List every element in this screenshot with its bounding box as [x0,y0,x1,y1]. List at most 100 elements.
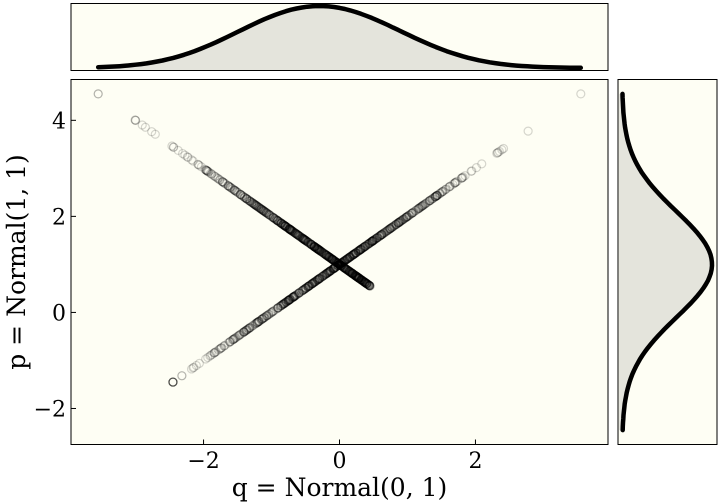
scatter-point [328,264,339,274]
scatter-point [351,248,361,258]
scatter-point [318,248,328,258]
scatter-point [239,327,249,337]
scatter-point [334,259,345,269]
scatter-point [395,216,405,227]
scatter-point [261,207,271,217]
scatter-point [219,341,229,351]
scatter-point [283,296,293,306]
scatter-point [357,243,367,254]
scatter-point [251,318,262,328]
scatter-point [250,319,260,329]
scatter-point [335,259,345,269]
scatter-point [308,241,319,251]
scatter-point [268,212,278,223]
scatter-point [253,317,263,327]
scatter-point [343,265,353,276]
scatter-point [284,295,294,305]
scatter-point [273,303,283,313]
scatter-point [230,333,241,343]
scatter-point [280,221,290,231]
scatter-point [275,301,285,311]
scatter-point [327,254,337,264]
scatter-point [367,237,377,247]
scatter-point [356,275,367,285]
scatter-point [327,254,337,264]
scatter-point [241,193,251,204]
scatter-point [168,377,178,387]
scatter-point [367,236,377,246]
scatter-point [356,275,366,285]
scatter-point [314,245,324,255]
scatter-point [236,190,246,200]
scatter-point [308,278,318,288]
scatter-point [337,257,347,268]
scatter-point [364,281,375,291]
scatter-point [277,219,287,229]
scatter-point [327,265,337,275]
scatter-point [206,169,217,179]
scatter-point [325,252,335,263]
scatter-point [268,212,278,222]
scatter-point [342,265,352,275]
scatter-point [407,208,417,218]
scatter-point [354,273,364,283]
scatter-point [315,246,325,256]
scatter-point [225,337,235,347]
scatter-point [275,217,285,228]
scatter-point [344,253,354,263]
scatter-point [268,213,279,223]
scatter-point [354,273,364,283]
scatter-point [201,165,211,175]
scatter-point [307,279,317,289]
scatter-point [291,229,301,239]
scatter-point [334,259,344,269]
scatter-point [93,89,103,99]
scatter-point [331,257,341,267]
scatter-point [324,252,334,262]
scatter-point [344,266,354,276]
scatter-point [326,254,337,264]
scatter-point [350,270,360,280]
scatter-point [333,258,343,268]
scatter-point [440,185,450,195]
scatter-point [219,341,229,351]
scatter-point [345,252,355,262]
scatter-point [245,322,255,333]
scatter-point [298,233,308,244]
scatter-point [242,325,252,335]
scatter-point [305,239,316,249]
scatter-point [294,288,304,298]
scatter-point [313,244,323,254]
scatter-point [338,262,348,272]
scatter-point [245,196,255,206]
scatter-point [347,268,358,279]
scatter-point [259,206,269,216]
scatter-point [272,216,283,226]
scatter-point [338,262,348,272]
scatter-point [321,269,331,279]
scatter-point [413,204,423,214]
scatter-point [259,206,269,216]
scatter-point [342,265,352,275]
scatter-point [271,215,281,225]
scatter-point [254,202,264,212]
scatter-point [339,263,350,273]
scatter-point [432,191,442,201]
scatter-point [357,275,367,285]
scatter-point [304,281,314,291]
scatter-point [325,266,335,276]
scatter-point [420,199,430,209]
scatter-point [347,268,358,279]
scatter-point [342,265,352,275]
scatter-point [458,172,468,182]
scatter-point [243,195,253,205]
scatter-point [280,298,290,308]
scatter-point [229,334,239,344]
scatter-point [335,260,346,270]
scatter-point [294,231,305,241]
scatter-point [296,232,306,242]
scatter-point [359,277,369,287]
scatter-point [359,242,369,252]
scatter-point [430,192,440,202]
scatter-point [348,250,358,260]
